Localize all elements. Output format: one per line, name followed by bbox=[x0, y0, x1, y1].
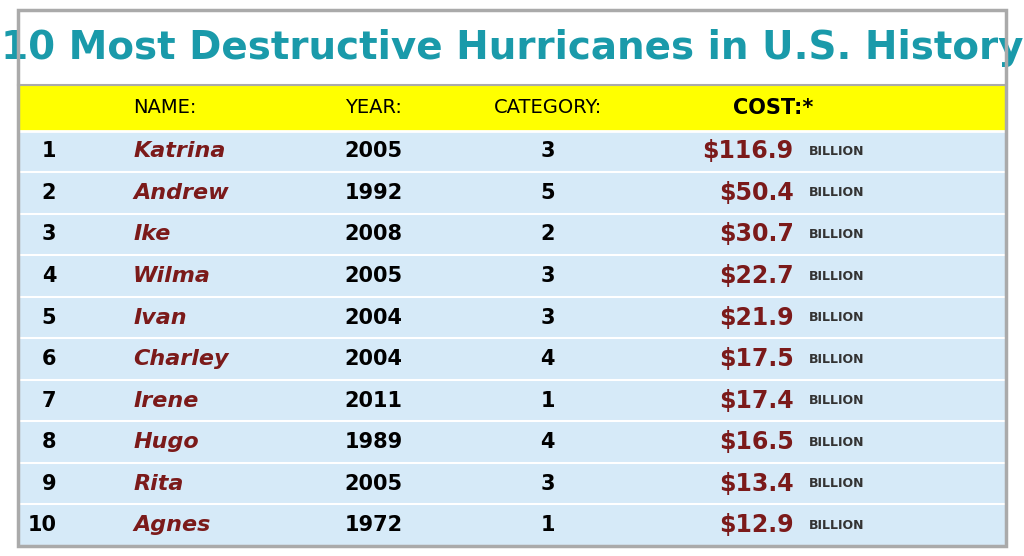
Text: 1992: 1992 bbox=[345, 183, 402, 203]
Text: 5: 5 bbox=[42, 307, 56, 327]
Text: BILLION: BILLION bbox=[809, 353, 864, 366]
Text: 2005: 2005 bbox=[345, 141, 402, 161]
FancyBboxPatch shape bbox=[18, 10, 1006, 85]
Text: Andrew: Andrew bbox=[133, 183, 228, 203]
Text: 2008: 2008 bbox=[345, 225, 402, 245]
Text: 3: 3 bbox=[541, 266, 555, 286]
Text: 4: 4 bbox=[541, 349, 555, 369]
Text: 1: 1 bbox=[42, 141, 56, 161]
Text: 1989: 1989 bbox=[345, 432, 402, 452]
Text: $12.9: $12.9 bbox=[719, 513, 794, 537]
Text: $21.9: $21.9 bbox=[719, 306, 794, 330]
Text: 2004: 2004 bbox=[345, 349, 402, 369]
Text: $17.4: $17.4 bbox=[719, 389, 794, 413]
Text: 2011: 2011 bbox=[345, 391, 402, 411]
Text: Rita: Rita bbox=[133, 474, 183, 494]
Text: Agnes: Agnes bbox=[133, 515, 211, 535]
Text: COST:*: COST:* bbox=[733, 98, 813, 118]
Text: 7: 7 bbox=[42, 391, 56, 411]
Text: 3: 3 bbox=[541, 307, 555, 327]
Text: 2: 2 bbox=[541, 225, 555, 245]
Text: $13.4: $13.4 bbox=[719, 471, 794, 496]
Text: Katrina: Katrina bbox=[133, 141, 225, 161]
Text: $30.7: $30.7 bbox=[719, 222, 794, 246]
Text: BILLION: BILLION bbox=[809, 270, 864, 282]
Text: $116.9: $116.9 bbox=[702, 140, 794, 163]
Text: $22.7: $22.7 bbox=[719, 264, 794, 288]
Text: Charley: Charley bbox=[133, 349, 228, 369]
Text: BILLION: BILLION bbox=[809, 311, 864, 324]
Text: 4: 4 bbox=[42, 266, 56, 286]
Text: NAME:: NAME: bbox=[133, 98, 197, 117]
Text: 9: 9 bbox=[42, 474, 56, 494]
Text: BILLION: BILLION bbox=[809, 519, 864, 532]
Text: $17.5: $17.5 bbox=[719, 347, 794, 371]
Text: 10: 10 bbox=[28, 515, 56, 535]
Text: 2004: 2004 bbox=[345, 307, 402, 327]
FancyBboxPatch shape bbox=[18, 10, 1006, 546]
Text: 1: 1 bbox=[541, 391, 555, 411]
Text: Irene: Irene bbox=[133, 391, 199, 411]
Text: 1: 1 bbox=[541, 515, 555, 535]
Text: BILLION: BILLION bbox=[809, 186, 864, 200]
Text: BILLION: BILLION bbox=[809, 394, 864, 407]
Text: 4: 4 bbox=[541, 432, 555, 452]
Text: 3: 3 bbox=[541, 141, 555, 161]
Text: 6: 6 bbox=[42, 349, 56, 369]
Text: $50.4: $50.4 bbox=[719, 181, 794, 205]
Text: Ivan: Ivan bbox=[133, 307, 186, 327]
Text: BILLION: BILLION bbox=[809, 145, 864, 158]
Text: 8: 8 bbox=[42, 432, 56, 452]
Text: BILLION: BILLION bbox=[809, 477, 864, 490]
Text: 10 Most Destructive Hurricanes in U.S. History: 10 Most Destructive Hurricanes in U.S. H… bbox=[1, 28, 1023, 67]
Text: 2: 2 bbox=[42, 183, 56, 203]
Text: 5: 5 bbox=[541, 183, 555, 203]
Text: CATEGORY:: CATEGORY: bbox=[494, 98, 602, 117]
Text: Hugo: Hugo bbox=[133, 432, 199, 452]
Text: 1972: 1972 bbox=[345, 515, 402, 535]
FancyBboxPatch shape bbox=[18, 85, 1006, 131]
Text: BILLION: BILLION bbox=[809, 228, 864, 241]
Text: Wilma: Wilma bbox=[133, 266, 211, 286]
Text: Ike: Ike bbox=[133, 225, 170, 245]
Text: $16.5: $16.5 bbox=[719, 430, 794, 454]
Text: BILLION: BILLION bbox=[809, 436, 864, 449]
Text: 3: 3 bbox=[541, 474, 555, 494]
Text: YEAR:: YEAR: bbox=[345, 98, 402, 117]
Text: 2005: 2005 bbox=[345, 266, 402, 286]
Text: 3: 3 bbox=[42, 225, 56, 245]
Text: 2005: 2005 bbox=[345, 474, 402, 494]
